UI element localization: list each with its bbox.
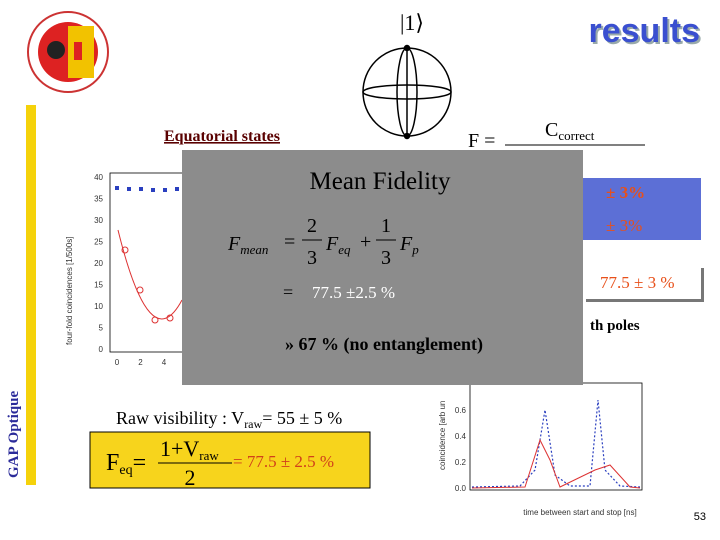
feq-den: 2 [185,465,196,490]
y-tick-label: 30 [94,216,103,225]
y-tick-label: 0.4 [455,432,467,441]
svg-text:Fp: Fp [399,233,419,257]
heading: Equatorial states [164,128,280,145]
y-tick-label: 15 [94,281,103,290]
logo [27,11,109,93]
y-tick-label: 20 [94,259,103,268]
result-eq: = [283,282,293,302]
x-tick-label: 2 [138,358,143,367]
note: ± 3% [606,183,645,202]
fidelity-numerator: Ccorrect [545,119,595,143]
overlay-title: Mean Fidelity [310,168,451,195]
x-tick-label: 4 [162,358,167,367]
y-tick-label: 0.2 [455,458,467,467]
y-tick-label: 10 [94,302,103,311]
note: ± 3% [606,216,642,235]
eq: = [133,450,147,476]
sub: raw [199,448,219,463]
x-tick-label: 0 [115,358,120,367]
title: results [589,12,701,50]
f: F [399,233,413,255]
y-tick-label: 0.6 [455,406,467,415]
num: 1+V [160,436,199,461]
num: 1 [381,215,391,237]
feq-result: = 77.5 ± 2.5 % [233,452,334,471]
label: Raw visibility : V [116,408,244,428]
den: 3 [381,247,391,269]
note: th poles [590,318,640,334]
note-box [583,265,701,299]
mean-formula: Fmean = 2 3 Feq + 1 3 Fp [227,215,419,269]
feq-num: 1+Vraw [160,436,219,463]
sub: mean [240,242,268,257]
feq-box [89,431,371,489]
y-tick-label: 5 [99,324,104,333]
sub: eq [338,242,351,257]
f: F [325,233,339,255]
raw-visibility: Raw visibility : Vraw= 55 ± 5 % [116,408,342,431]
classical: » 67 % (no entanglement) [285,334,483,355]
page-number: 53 [694,511,706,523]
right-plot: 0.6 0.4 0.2 0.0 [455,382,643,493]
svg-text:Feq: Feq [325,233,351,257]
fidelity-lhs: F = [468,130,495,152]
y-tick-label: 25 [94,238,103,247]
numerator-sub: correct [558,128,594,143]
note: 77.5 ± 3 % [600,273,675,292]
value: = 55 ± 5 % [262,408,342,428]
feq-lhs: Feq= [106,450,146,478]
bloch-sphere [362,44,452,140]
den: 3 [307,247,317,269]
svg-text:Fmean: Fmean [227,233,268,257]
y-tick-label: 0.0 [455,484,467,493]
side-label: GAP Optique [6,391,22,478]
plus: + [360,231,371,253]
right-x-label: time between start and stop [ns] [523,508,636,517]
y-tick-label: 0 [99,345,104,354]
title-shadow: results [591,14,703,52]
ket: |1⟩ [400,10,424,35]
f: F [106,450,119,476]
eq: = [284,231,295,253]
result: 77.5 ±2.5 % [312,283,395,302]
left-y-label: four-fold coincidences [1/500s] [65,236,74,345]
sub: raw [244,417,262,431]
y-tick-label: 40 [94,173,103,182]
y-tick-label: 35 [94,195,103,204]
sub: p [411,242,419,257]
numerator: C [545,119,558,141]
overlay [182,150,583,385]
note-box [583,178,701,240]
side-bar [26,105,36,485]
num: 2 [307,215,317,237]
sub: eq [119,463,132,478]
f: F [227,233,241,255]
right-y-label: coincidence [arb un [438,401,447,470]
